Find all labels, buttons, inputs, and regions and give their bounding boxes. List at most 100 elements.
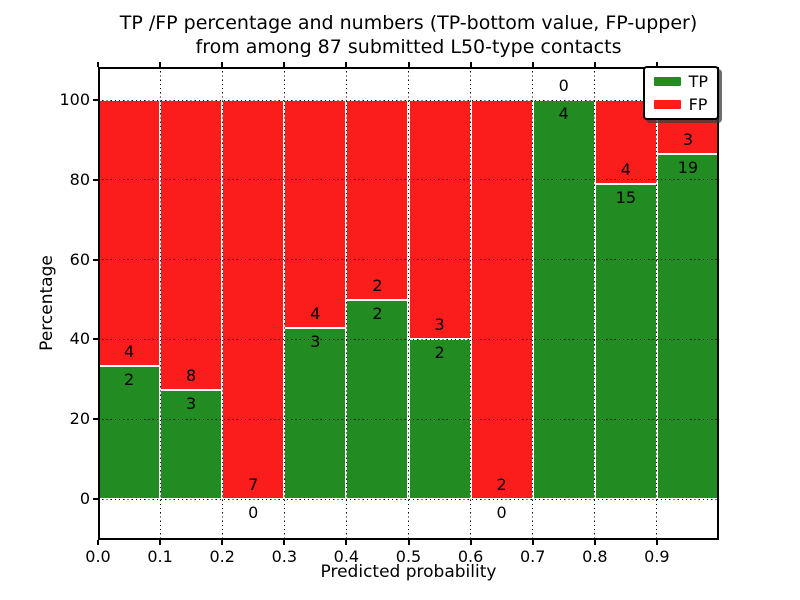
vertical-gridline [594,67,596,540]
x-tick-label: 0.0 [85,547,111,566]
x-axis-top-tick [345,62,348,67]
x-axis-tick [345,540,348,545]
tp-count-label: 3 [186,394,197,414]
fp-count-label: 0 [558,76,569,95]
x-tick-label: 0.4 [333,547,360,566]
fp-count-label: 2 [496,475,507,494]
fp-count-label: 4 [310,304,321,323]
fp-count-label: 4 [620,160,631,179]
vertical-gridline [532,67,534,540]
fp-bar-segment [408,100,471,340]
chart-title-line1: TP /FP percentage and numbers (TP-bottom… [119,12,698,34]
fp-bar-segment [470,100,533,499]
legend-item-fp: FP [653,95,708,114]
x-axis-top-tick [407,62,410,67]
fp-bar-segment [98,100,161,366]
vertical-gridline [159,67,161,540]
x-axis-tick [221,540,224,545]
x-tick-label: 0.5 [395,547,422,566]
y-tick-label: 60 [69,249,90,269]
x-tick-label: 0.3 [271,547,298,566]
legend-item-tp: TP [653,72,708,91]
tp-bar-segment [532,100,595,499]
tp-count-label: 2 [123,370,135,389]
x-axis-tick [655,540,658,545]
y-axis-tick [93,258,98,261]
vertical-gridline [283,67,285,540]
y-axis-tick [93,178,98,181]
y-axis-tick [93,338,98,341]
fp-bar-segment [160,100,223,391]
x-axis-tick [469,540,472,545]
legend: TP FP [642,66,719,120]
y-axis-spine [98,67,100,540]
fp-bar-segment [284,100,347,328]
vertical-gridline [345,67,347,540]
fp-count-label: 2 [372,275,383,295]
vertical-gridline [470,67,472,540]
x-axis-top-tick [283,62,286,67]
vertical-gridline [221,67,223,540]
x-tick-label: 0.8 [582,547,608,566]
y-tick-label: 40 [69,329,90,349]
y-tick-label: 100 [59,90,90,109]
tp-count-label: 0 [496,503,507,522]
fp-count-label: 8 [186,366,197,386]
fp-count-label: 4 [123,342,135,361]
y-axis-tick [93,99,98,101]
chart-title: TP /FP percentage and numbers (TP-bottom… [98,11,719,59]
tp-bar-segment [160,390,223,499]
y-axis-tick [93,418,98,421]
tp-count-label: 2 [434,343,445,363]
x-axis-top-tick [531,62,534,67]
tp-legend-label: TP [688,72,708,91]
x-axis-tick [283,540,286,545]
tp-count-label: 15 [615,188,637,207]
fp-bar-segment [222,100,285,499]
tp-bar-segment [656,154,719,499]
x-axis-top-tick [159,62,162,67]
x-axis-tick [159,540,162,545]
fp-count-label: 7 [248,475,259,494]
tp-count-label: 4 [558,104,569,123]
x-axis-top-tick [655,62,658,67]
y-tick-label: 80 [69,169,90,189]
y-tick-label: 20 [69,409,90,429]
x-axis-label: Predicted probability [320,562,497,582]
tp-bar-segment [594,184,657,499]
fp-bar-segment [346,100,409,300]
x-axis-tick [593,540,596,545]
x-axis-tick [407,540,410,545]
fp-legend-swatch [653,100,681,109]
vertical-gridline [408,67,409,540]
fp-count-label: 3 [682,130,694,150]
x-axis-tick [97,540,99,545]
tp-bar-segment [284,328,347,499]
x-axis-top-tick [221,62,224,67]
x-axis-top-tick [97,62,99,67]
x-tick-label: 0.6 [457,547,484,566]
x-axis-spine [98,538,719,540]
x-tick-label: 0.2 [209,547,235,566]
fp-count-label: 3 [434,315,445,335]
y-axis-tick [93,498,98,500]
tp-bar-segment [346,299,409,499]
tp-count-label: 19 [677,158,699,178]
plot-area: 4 2 8 3 7 0 4 3 2 2 3 2 2 0 0 4 4 15 3 19 TP FP 0 20 40 60 80 10… [59,62,719,566]
fp-legend-label: FP [688,95,708,114]
tp-count-label: 0 [248,503,259,522]
x-axis-tick [531,540,534,545]
top-spine [98,67,719,69]
tp-count-label: 2 [372,303,383,323]
right-spine [717,67,719,540]
x-axis-top-tick [469,62,472,67]
tp-legend-swatch [653,77,681,86]
x-tick-label: 0.1 [147,547,173,566]
y-tick-label: 0 [79,489,90,508]
chart-title-line2: from among 87 submitted L50-type contact… [195,36,622,58]
x-tick-label: 0.9 [644,547,670,566]
x-tick-label: 0.7 [519,547,546,566]
vertical-gridline [656,67,658,540]
x-axis-top-tick [593,62,596,67]
